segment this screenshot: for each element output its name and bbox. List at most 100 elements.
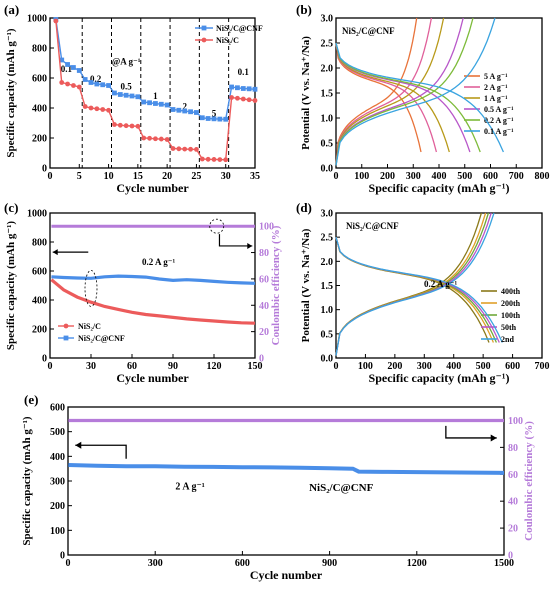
panel-b-charge-curve [335, 17, 464, 166]
panel-d-panel-label: (d) [296, 200, 312, 215]
panel-a-point [129, 93, 135, 99]
panel-a-point [106, 83, 111, 88]
panel-e-xtick-label: 600 [235, 558, 250, 569]
panel-a-rate-label: 0.1 [238, 67, 250, 77]
panel-a-panel-label: (a) [4, 2, 19, 17]
panel-a-ytick-label: 400 [32, 104, 47, 115]
panel-a-point [147, 100, 152, 106]
panel-c-panel-label: (c) [4, 200, 18, 215]
panel-b-ytick-label: 0.0 [321, 164, 334, 175]
panel-d-legend-label: 200th [501, 299, 521, 308]
panel-a-point [217, 116, 223, 122]
panel-d-ylabel: Potential (V vs. Na⁺/Na) [300, 228, 312, 342]
panel-a-point [135, 123, 141, 129]
panel-d-ytick-label: 3.0 [321, 209, 334, 220]
panel-a-point [188, 146, 193, 152]
panel-a-point [153, 101, 158, 106]
panel-b-title: NiS₂/C@CNF [342, 26, 395, 36]
panel-b-discharge-curve [335, 42, 481, 153]
panel-b-xtick-label: 100 [354, 171, 369, 182]
panel-a-xtick-label: 35 [250, 171, 260, 182]
panel-d-xtick-label: 300 [417, 361, 432, 372]
panel-a-rate-label: @A g⁻¹ [112, 57, 141, 67]
panel-b-ytick-label: 1.5 [321, 89, 334, 100]
panel-a-point [235, 85, 240, 91]
panel-a-rate-label: 1 [153, 91, 158, 101]
panel-a-xtick-label: 10 [104, 171, 114, 182]
panel-d-xtick-label: 0 [334, 361, 339, 372]
panel-a-point [65, 62, 70, 67]
panel-a-point [182, 146, 188, 152]
panel-a-rate-label: 0.1 [61, 64, 73, 74]
panel-d-xtick-label: 600 [505, 361, 520, 372]
panel-d-xtick-label: 700 [535, 361, 550, 372]
panel-d-title: NiS₂/C@CNF [346, 221, 399, 231]
panel-e-arrow-right-head [490, 434, 497, 442]
panel-a-point [123, 92, 129, 98]
panel-a-point [223, 116, 229, 122]
panel-b-discharge-curve [335, 42, 450, 153]
panel-e-y2tick-label: 100 [508, 416, 523, 427]
panel-c-series-line [51, 274, 256, 285]
panel-c-xtick-label: 120 [207, 361, 222, 372]
panel-b-ytick-label: 0.5 [321, 139, 334, 150]
panel-e-ytick-label: 400 [50, 452, 65, 463]
panel-d-ytick-label: 2.5 [321, 233, 334, 244]
panel-d-charge-curve [335, 212, 490, 356]
panel-c-xtick-label: 60 [127, 361, 137, 372]
panel-c-legend-label: NiS₂/C@CNF [78, 334, 125, 343]
panel-a-point [176, 146, 182, 152]
panel-c-y2label: Coulombic efficiency (%) [270, 225, 282, 345]
panel-c-ytick-label: 0 [42, 354, 47, 365]
panel-a-point [164, 137, 170, 142]
panel-c-y2tick-label: 40 [259, 301, 269, 312]
panel-a-point [240, 96, 246, 102]
panel-a-point [182, 108, 188, 114]
panel-a-point [229, 95, 234, 100]
panel-a-point [76, 84, 82, 90]
panel-a-rate-label: 0.5 [121, 81, 133, 91]
panel-e-arrow-left-head [75, 441, 82, 449]
panel-a-point [246, 86, 252, 92]
panel-c-y2tick-label: 20 [259, 327, 269, 338]
panel-c-frame [49, 212, 256, 359]
panel-a-point [112, 90, 117, 96]
panel-b-discharge-curve [335, 42, 504, 153]
panel-b-ytick-label: 2.0 [321, 64, 334, 75]
panel-a-point [164, 102, 170, 108]
panel-b-xlabel: Specific capacity (mAh g⁻¹) [369, 181, 510, 195]
panel-d-charge-curve [335, 212, 492, 356]
panel-d-xtick-label: 200 [387, 361, 402, 372]
panel-a-point [135, 94, 141, 100]
panel-a-point [94, 81, 100, 87]
panel-d-ytick-label: 1.0 [321, 305, 334, 316]
panel-a-point [223, 157, 229, 163]
panel-b-charge-curve [335, 17, 445, 166]
panel-b-discharge-curve [335, 42, 438, 153]
panel-a-point [53, 18, 59, 24]
panel-b-ylabel: Potential (V vs. Na⁺/Na) [300, 36, 312, 150]
panel-b-xtick-label: 0 [334, 171, 339, 182]
panel-d-xtick-label: 500 [476, 361, 491, 372]
panel-a-point [100, 82, 106, 88]
panel-c-ytick-label: 200 [32, 325, 47, 336]
panel-b-xtick-label: 300 [406, 171, 421, 182]
panel-d-charge-curve [335, 212, 483, 356]
panel-e-ylabel: Specific capacity (mAh g⁻¹) [21, 416, 33, 546]
panel-a-point [147, 135, 152, 141]
panel-a-frame [49, 17, 256, 169]
panel-c-ytick-label: 1000 [27, 209, 47, 220]
panel-e-ytick-label: 100 [50, 526, 65, 537]
panel-e-y2tick-label: 20 [508, 524, 518, 535]
panel-d-discharge-curve [335, 237, 503, 343]
panel-a-point [106, 107, 111, 113]
panel-e-xtick-label: 1500 [494, 558, 514, 569]
panel-b-xtick-label: 600 [483, 171, 498, 182]
panel-e-ytick-label: 300 [50, 477, 65, 488]
panel-b-xtick-label: 700 [509, 171, 524, 182]
panel-b-legend-label: 5 A g⁻¹ [484, 72, 508, 81]
panel-a-legend-label: NiS₂/C@CNF [216, 24, 263, 33]
panel-d-charge-curve [335, 212, 495, 356]
panel-a-legend-marker [201, 37, 207, 43]
panel-e-series-label: NiS₂/C@CNF [309, 482, 374, 494]
